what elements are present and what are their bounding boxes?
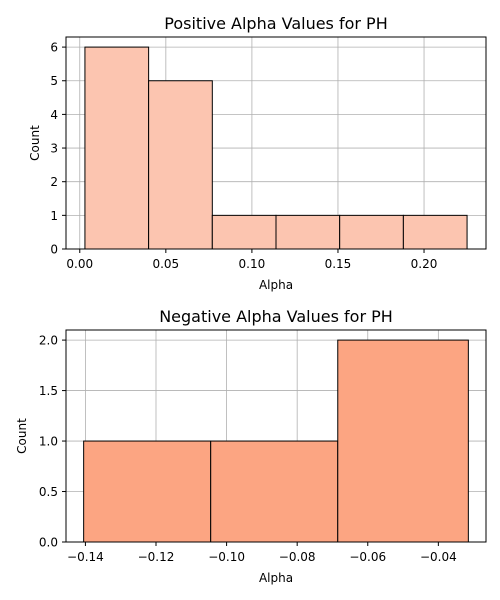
histogram-bar xyxy=(84,46,150,250)
histogram-bar xyxy=(211,214,277,250)
x-tick-label: −0.12 xyxy=(138,550,175,564)
x-axis-label: Alpha xyxy=(259,278,293,292)
x-tick-label: 0.10 xyxy=(239,257,266,271)
chart-panel-1: 0.00 0.05 0.10 0.15 0.20 0 1 2 3 4 5 6 Positive Alph… xyxy=(28,14,487,292)
x-tick-label: 0.15 xyxy=(325,257,352,271)
axes-frame xyxy=(65,36,487,250)
chart-title: Negative Alpha Values for PH xyxy=(159,307,393,326)
histogram-bar xyxy=(148,80,213,250)
histogram-bar xyxy=(83,440,212,543)
histogram-bar xyxy=(339,214,404,250)
chart-title: Positive Alpha Values for PH xyxy=(164,14,387,33)
x-tick-label: −0.08 xyxy=(279,550,316,564)
y-tick-label: 1.5 xyxy=(39,384,58,398)
y-tick-label: 3 xyxy=(50,142,58,156)
histogram-bar xyxy=(275,214,341,250)
y-tick-label: 1 xyxy=(50,209,58,223)
y-tick-label: 1.0 xyxy=(39,435,58,449)
y-tick-label: 0.5 xyxy=(39,485,58,499)
y-tick-label: 5 xyxy=(50,74,58,88)
histogram-bar xyxy=(337,339,469,543)
y-tick-label: 0.0 xyxy=(39,536,58,550)
histogram-bar xyxy=(210,440,339,543)
x-axis-label: Alpha xyxy=(259,571,293,585)
x-tick-label: 0.00 xyxy=(66,257,93,271)
x-tick-label: −0.10 xyxy=(208,550,245,564)
x-tick-label: −0.04 xyxy=(420,550,457,564)
y-axis-label: Count xyxy=(28,125,42,161)
x-tick-label: 0.05 xyxy=(152,257,179,271)
x-tick-label: −0.06 xyxy=(349,550,386,564)
x-tick-label: −0.14 xyxy=(67,550,104,564)
y-tick-label: 4 xyxy=(50,108,58,122)
chart-panel-2: −0.14 −0.12 −0.10 −0.08 −0.06 −0.04 0.0 0.5 1.0 1… xyxy=(15,307,487,585)
histogram-bar xyxy=(402,214,468,250)
x-tick-label: 0.20 xyxy=(411,257,438,271)
y-tick-label: 6 xyxy=(50,41,58,55)
y-tick-label: 2.0 xyxy=(39,334,58,348)
y-tick-label: 2 xyxy=(50,175,58,189)
y-axis-label: Count xyxy=(15,418,29,454)
axes-frame xyxy=(65,329,487,543)
y-tick-label: 0 xyxy=(50,243,58,257)
